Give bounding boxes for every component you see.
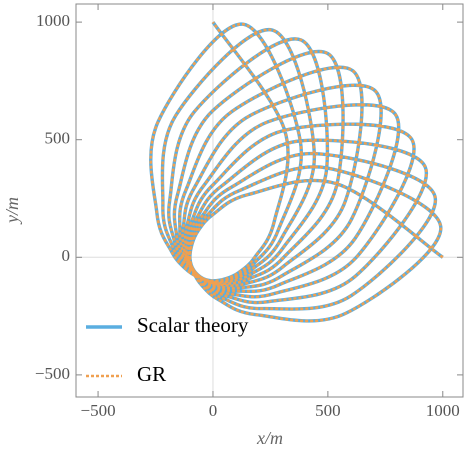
series-line xyxy=(149,21,444,323)
x-axis-title: x/m xyxy=(256,428,283,448)
x-tick-label: 1000 xyxy=(426,401,460,420)
x-tick-label: −500 xyxy=(81,401,116,420)
y-axis-title: y/m xyxy=(2,197,22,225)
y-tick-label: −500 xyxy=(35,364,70,383)
legend-text: GR xyxy=(137,362,166,386)
y-tick-label: 500 xyxy=(45,129,71,148)
x-tick-label: 0 xyxy=(209,401,218,420)
x-tick-label: 500 xyxy=(315,401,341,420)
plot-frame xyxy=(75,3,464,398)
legend-text: Scalar theory xyxy=(137,313,249,337)
y-tick-label: 0 xyxy=(62,246,71,265)
y-tick-label: 1000 xyxy=(36,11,70,30)
